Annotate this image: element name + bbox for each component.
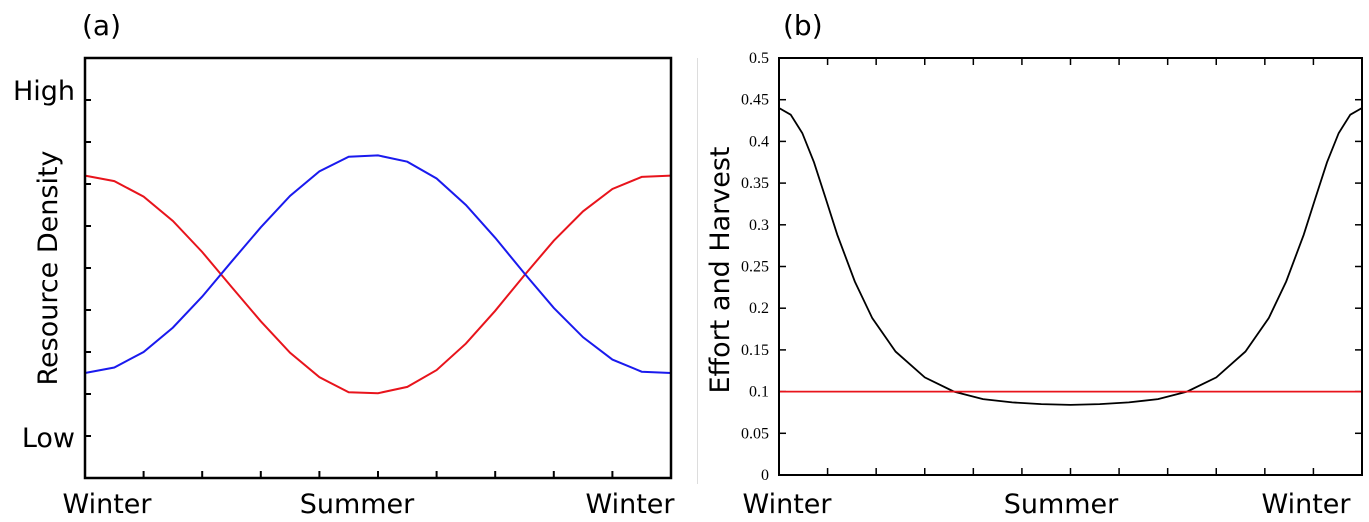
y-tick-label: 0: [761, 467, 769, 484]
series-line-1: [778, 107, 1363, 406]
y-tick-label: 0.4: [749, 133, 769, 150]
y-tick-label: 0.25: [741, 259, 769, 276]
series-line-1: [84, 174, 672, 395]
y-level-low-label: Low: [22, 423, 75, 454]
y-tick-label: 0.15: [741, 342, 769, 359]
y-tick-label: 0.3: [749, 217, 769, 234]
panel-a-shadow: [697, 58, 698, 484]
panel-b-x-category-label: Winter: [742, 489, 832, 520]
panel-b-y-axis-label: Effort and Harvest: [705, 146, 736, 393]
y-tick-label: 0.45: [741, 92, 769, 109]
panel-b-plot-frame: [778, 57, 1363, 476]
panel-b-x-category-label: Winter: [1261, 489, 1351, 520]
y-tick-label: 0.05: [741, 425, 769, 442]
panel-a-x-category-label: Summer: [300, 489, 415, 520]
panel-a-x-category-label: Winter: [62, 489, 152, 520]
y-tick-label: 0.35: [741, 175, 769, 192]
y-tick-label: 0.5: [749, 50, 769, 67]
panel-b-label: (b): [783, 9, 823, 42]
panel-a-label: (a): [82, 9, 121, 42]
series-line-2: [84, 154, 672, 374]
y-tick-label: 0.2: [749, 300, 769, 317]
panel-a-ticks: [84, 99, 672, 478]
panel-a-y-axis-label: Resource Density: [33, 150, 64, 385]
panel-b-x-category-label: Summer: [1004, 489, 1119, 520]
y-level-high-label: High: [13, 76, 75, 107]
panel-b-ticks: 0 0.05 0.1 0.15 0.2 0.25 0.3 0.35 0.4 0.45 0.5: [741, 50, 1363, 484]
panel-a-lines: [84, 154, 672, 395]
panel-b-lines: [778, 107, 1363, 406]
panel-a: (a) High Low Resource Density Winter Sum…: [13, 9, 698, 520]
y-tick-label: 0.1: [749, 384, 769, 401]
panel-a-x-category-label: Winter: [585, 489, 675, 520]
panel-b: (b) 0 0.05 0.1 0.15 0.2 0.25 0.3 0.35 0.4 0.45 0.5…: [705, 9, 1363, 520]
panel-a-plot-frame: [83, 56, 673, 480]
